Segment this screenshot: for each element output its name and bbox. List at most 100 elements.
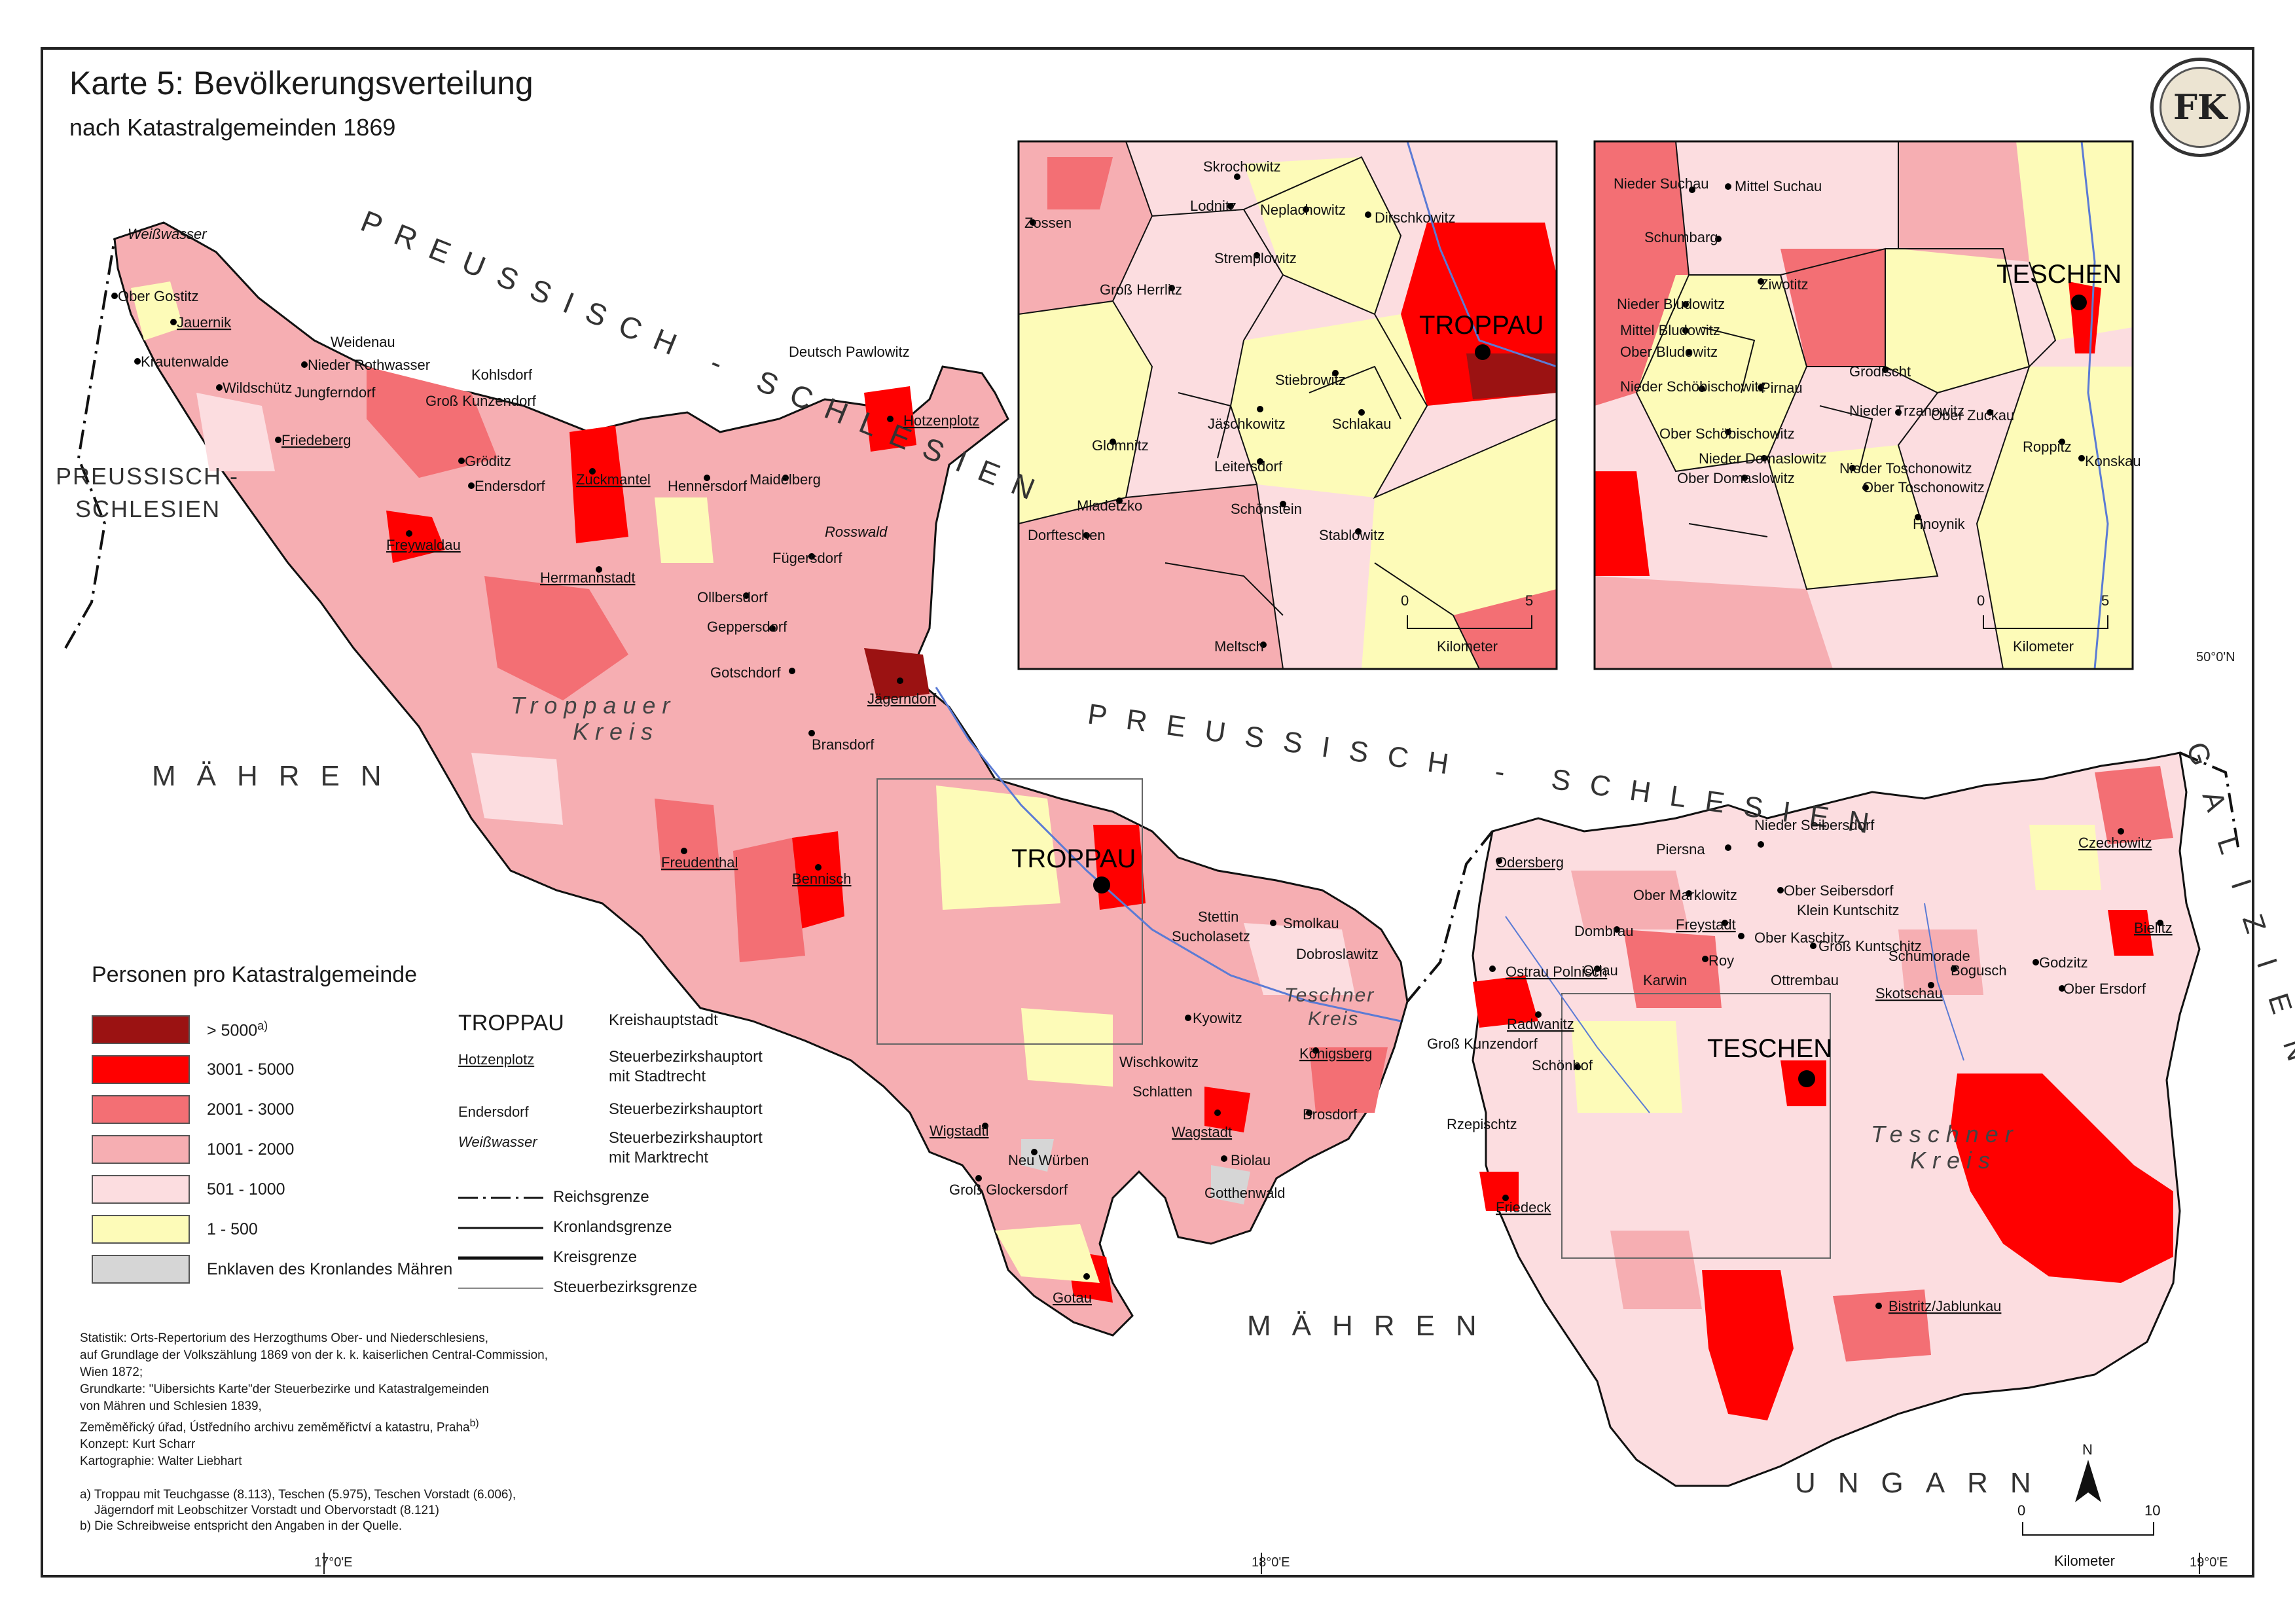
place-dot-maidelberg [782, 475, 789, 481]
legend-sym-marktrecht-desc2: mit Marktrecht [609, 1149, 709, 1166]
patch-teschner-east [1951, 1074, 2173, 1283]
place-dot-bogusch [1951, 965, 1957, 972]
place-label-geppersdorf: Geppersdorf [707, 619, 787, 635]
place-label-troppau-inset-9: Jäschkowitz [1208, 416, 1286, 432]
place-label-teschen-inset-13: Roppitz [2023, 439, 2072, 455]
river-weichsel [1924, 903, 1964, 1061]
place-label-dobroslawitz: Dobroslawitz [1296, 946, 1379, 962]
place-label-odersberg: Odersberg [1496, 854, 1564, 871]
inset-teschen-scale-unit: Kilometer [2013, 638, 2074, 655]
place-label-wigstadtl: Wigstadtl [930, 1123, 988, 1139]
source-note-line: Grundkarte: "Uibersichts Karte"der Steue… [80, 1382, 489, 1396]
kreis-teschner-2: Kreis [1910, 1147, 1997, 1174]
place-label-teschen-inset-14: Konskau [2085, 453, 2141, 469]
place-dot-teschen-inset-6 [1686, 349, 1692, 355]
place-label-jungferndorf: Jungferndorf [295, 384, 376, 401]
inset-troppau-city-dot [1475, 344, 1491, 360]
footnote-line: Jägerndorf mit Leobschitzer Vorstadt und… [94, 1504, 439, 1517]
place-label-schumorade: Schumorade [1888, 948, 1970, 964]
place-label-koenigsberg: Königsberg [1299, 1045, 1372, 1062]
place-label-troppau-inset-10: Schlakau [1332, 416, 1392, 432]
place-dot-troppau-inset-5 [1168, 285, 1175, 291]
patch-czechowitz [2095, 766, 2173, 844]
place-dot-troppau-inset-2 [1227, 203, 1234, 209]
coord-lon-19: 19°0'E [2190, 1555, 2228, 1570]
place-label-teschen-inset-9: Pirnau [1761, 380, 1803, 396]
legend-sym-kreishauptstadt-desc: Kreishauptstadt [609, 1011, 718, 1029]
legend-class-row: Enklaven des Kronlandes Mähren [92, 1254, 452, 1284]
place-label-dombrau: Dombrau [1574, 923, 1633, 939]
place-label-gross_kunzendorf2: Groß Kunzendorf [1427, 1036, 1538, 1052]
coord-lon-18: 18°0'E [1252, 1555, 1290, 1570]
legend-swatch [92, 1095, 190, 1124]
place-dot-troppau-inset-1 [1234, 173, 1240, 180]
place-label-teschen-inset-8: Nieder Schöbischowitz [1620, 378, 1766, 395]
enclave-gotthenwald [1211, 1165, 1250, 1204]
place-dot-orlau [1594, 965, 1600, 972]
place-label-troppau-inset-16: Meltsch [1214, 638, 1264, 655]
place-dot-herrmannstadt [596, 566, 602, 573]
inset-teschen-scale-max: 5 [2101, 592, 2109, 609]
inset-teschen-frame [1593, 140, 2134, 670]
place-label-orlau: Orlau [1583, 962, 1618, 979]
place-dot-wigstadtl [982, 1123, 988, 1129]
place-label-stettin: Stettin [1198, 909, 1238, 925]
inset-troppau-scale-unit: Kilometer [1437, 638, 1498, 655]
patch-bennisch [792, 831, 844, 929]
legend-sym-kreishauptstadt-sample: TROPPAU [458, 1011, 564, 1036]
place-label-neu_wuerben: Neu Würben [1008, 1152, 1089, 1168]
place-dot-roy [1702, 956, 1708, 962]
place-label-karwin: Karwin [1643, 972, 1687, 988]
region-maehren-south: MÄHREN [1247, 1310, 1498, 1342]
place-dot-teschen-inset-11 [1895, 409, 1902, 416]
patch-friedeberg [367, 367, 497, 478]
place-label-troppau-inset-2: Lodnitz [1190, 198, 1237, 214]
place-dot-teschen-inset-16 [1849, 465, 1856, 471]
source-note-line: Kartographie: Walter Liebhart [80, 1454, 242, 1469]
place-label-endersdorf: Endersdorf [475, 478, 546, 494]
place-label-troppau-inset-12: Mladetzko [1077, 497, 1142, 514]
place-dot-teschen-inset-1 [1725, 183, 1731, 190]
kreis-teschner-1: Teschner [1871, 1121, 2019, 1147]
place-dot-hennersdorf [704, 475, 710, 481]
place-label-kyowitz: Kyowitz [1193, 1010, 1242, 1026]
place-dot-troppau-inset-4 [1365, 211, 1371, 218]
place-dot-radwanitz [1535, 1011, 1542, 1018]
inset-troppau-scale-max: 5 [1525, 592, 1533, 609]
place-dot-zuckmantel [589, 468, 596, 475]
coord-lat-50: 50°0'N [2196, 650, 2235, 664]
source-notes: Statistik: Orts-Repertorium des Herzogth… [80, 1330, 590, 1470]
place-label-ostrau_polnisch: Ostrau Polnisch [1506, 964, 1607, 980]
inset-teschen-labels: Nieder Suchau Mittel Suchau Schumbarg Ziwot… [1614, 175, 2141, 532]
legend-sym-stadtrecht-desc1: Steuerbezirkshauptort [609, 1048, 763, 1066]
place-label-krautenwalde: Krautenwalde [141, 353, 229, 370]
place-dot-piersna [1725, 844, 1731, 851]
region-ungarn: UNGARN [1795, 1467, 2053, 1499]
place-label-teschen-inset-19: Hnoynik [1913, 516, 1965, 532]
patch-zuckmantel [569, 425, 628, 543]
legend-class-sup: a) [257, 1019, 268, 1032]
patch-y6 [1571, 1021, 1682, 1113]
place-dot-biolau [1221, 1155, 1227, 1162]
place-label-bransdorf: Bransdorf [812, 736, 875, 753]
patch-bennisch-sw [733, 838, 805, 962]
enclave-neu-wuerben [1021, 1139, 1054, 1172]
place-label-gotschdorf: Gotschdorf [710, 664, 781, 681]
patch-p5 [1898, 929, 1983, 995]
legend-class-label: 3001 - 5000 [207, 1060, 295, 1079]
place-dot-teschen-inset-19 [1915, 514, 1921, 520]
place-label-troppau-inset-8: Glomnitz [1092, 437, 1149, 454]
patch-y7 [2029, 825, 2101, 890]
place-dot-gotau [1083, 1273, 1090, 1280]
legend-sym-marktrecht-desc1: Steuerbezirkshauptort [609, 1129, 763, 1147]
place-dot-skotschau [1928, 982, 1934, 988]
source-note-sup: b) [469, 1418, 479, 1429]
footnote-line: b) Die Schreibweise entspricht den Angab… [80, 1519, 403, 1533]
patch-koenigsberg [1309, 1047, 1388, 1113]
inset-teschen-map [1595, 141, 2133, 669]
patch-karwin [1623, 929, 1722, 1008]
legend-class-label: > 5000a) [207, 1019, 268, 1040]
inset-teschen-scale-zero: 0 [1977, 592, 1985, 609]
place-label-teschen-inset-7: Grodischt [1849, 363, 1911, 380]
place-dot-teschen-inset-8 [1699, 386, 1705, 392]
